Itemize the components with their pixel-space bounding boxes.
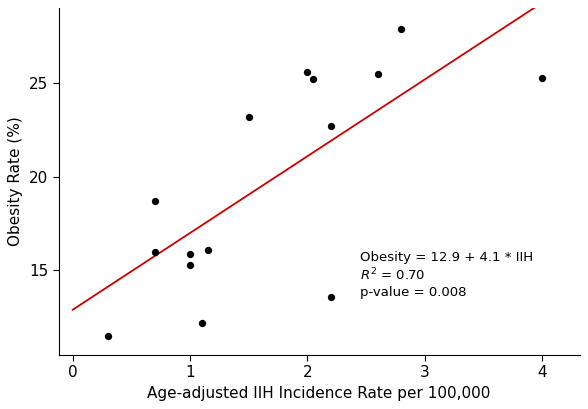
Point <box>373 71 383 77</box>
Point <box>396 26 406 32</box>
Point <box>537 74 547 81</box>
Text: Obesity = 12.9 + 4.1 * IIH
$R^2$ = 0.70
p-value = 0.008: Obesity = 12.9 + 4.1 * IIH $R^2$ = 0.70 … <box>360 251 533 299</box>
Point <box>150 198 159 204</box>
Point <box>185 250 195 257</box>
Point <box>150 248 159 255</box>
Point <box>303 69 312 75</box>
Point <box>203 247 212 253</box>
Point <box>185 262 195 268</box>
Point <box>326 293 336 300</box>
Point <box>326 123 336 130</box>
Point <box>309 76 318 83</box>
Point <box>244 114 253 120</box>
Y-axis label: Obesity Rate (%): Obesity Rate (%) <box>8 117 24 246</box>
Point <box>103 333 112 339</box>
Point <box>197 319 206 326</box>
X-axis label: Age-adjusted IIH Incidence Rate per 100,000: Age-adjusted IIH Incidence Rate per 100,… <box>148 386 491 401</box>
